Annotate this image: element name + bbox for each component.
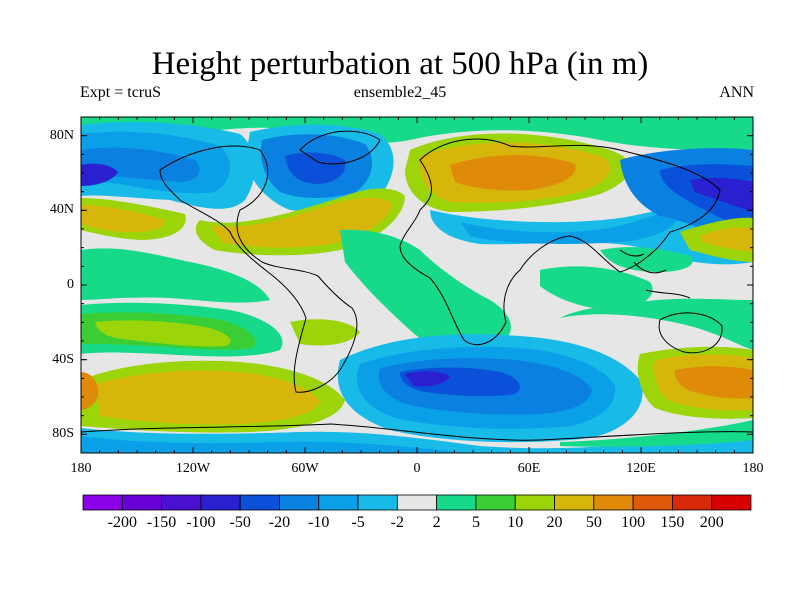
experiment-label: Expt = tcruS bbox=[80, 84, 162, 101]
field-region bbox=[95, 320, 231, 347]
americas-coast bbox=[159, 145, 358, 393]
colorbar-label: -150 bbox=[146, 514, 177, 531]
colorbar-box bbox=[514, 494, 555, 511]
field-region bbox=[81, 205, 165, 233]
field-region bbox=[560, 298, 753, 350]
colorbar-box bbox=[436, 494, 477, 511]
colorbar bbox=[82, 494, 752, 511]
field-region bbox=[81, 436, 460, 453]
ensemble-label: ensemble2_45 bbox=[353, 84, 447, 101]
antarctica-coast bbox=[81, 423, 753, 441]
colorbar-box bbox=[593, 494, 634, 511]
field-region bbox=[540, 266, 653, 310]
field-region bbox=[560, 420, 753, 447]
field-region bbox=[81, 372, 99, 410]
lat-label: 0 bbox=[67, 277, 74, 292]
field-region bbox=[340, 229, 511, 353]
colorbar-box bbox=[239, 494, 280, 511]
colorbar-label: 20 bbox=[546, 514, 563, 531]
colorbar-label: 10 bbox=[507, 514, 524, 531]
plot-title: Height perturbation at 500 hPa (in m) bbox=[151, 46, 649, 82]
islands-coast bbox=[619, 249, 691, 299]
colorbar-box bbox=[200, 494, 241, 511]
eurasia-africa-coast bbox=[399, 138, 721, 345]
colorbar-box bbox=[82, 494, 123, 511]
field-region bbox=[95, 370, 320, 425]
colorbar-label: -200 bbox=[107, 514, 137, 531]
greenland-coast bbox=[299, 130, 381, 165]
field-region bbox=[81, 248, 270, 303]
colorbar-label: 150 bbox=[660, 514, 685, 531]
coastlines bbox=[81, 130, 753, 441]
colorbar-box bbox=[711, 494, 752, 511]
colorbar-box bbox=[121, 494, 162, 511]
lat-label: 80N bbox=[49, 127, 74, 143]
colorbar-box bbox=[632, 494, 673, 511]
colorbar-box bbox=[396, 494, 438, 511]
colorbar-box bbox=[672, 494, 713, 511]
field-region bbox=[285, 152, 346, 184]
lon-label: 120W bbox=[175, 461, 211, 476]
field-region bbox=[81, 163, 118, 186]
field-region bbox=[690, 177, 753, 212]
lon-label: 180 bbox=[70, 461, 92, 476]
field-region bbox=[600, 247, 693, 272]
lat-label: 40N bbox=[49, 202, 74, 218]
season-label: ANN bbox=[719, 84, 754, 101]
axis-ticks bbox=[80, 116, 754, 454]
colorbar-label: -2 bbox=[390, 514, 404, 531]
lon-label: 60W bbox=[291, 461, 319, 476]
colorbar-label: -100 bbox=[186, 514, 216, 531]
colorbar-label: 50 bbox=[585, 514, 602, 531]
australia-coast bbox=[658, 312, 723, 354]
colorbar-label: -50 bbox=[229, 514, 251, 531]
colorbar-box bbox=[318, 494, 359, 511]
lon-label: 180 bbox=[742, 461, 764, 476]
lon-label: 60E bbox=[517, 461, 541, 476]
lon-label: 0 bbox=[413, 461, 421, 476]
field-region bbox=[405, 371, 450, 387]
field-region bbox=[81, 117, 753, 152]
field-region bbox=[450, 155, 576, 191]
colorbar-box bbox=[279, 494, 320, 511]
lon-label: 120E bbox=[626, 461, 656, 476]
field-region bbox=[674, 366, 753, 399]
colorbar-label: 100 bbox=[621, 514, 646, 531]
colorbar-label: -10 bbox=[308, 514, 330, 531]
field-region bbox=[460, 211, 680, 244]
colorbar-box bbox=[554, 494, 595, 511]
colorbar-label: 5 bbox=[471, 514, 480, 531]
field-region bbox=[700, 227, 753, 252]
contour-field bbox=[81, 117, 753, 453]
colorbar-label: 2 bbox=[432, 514, 441, 531]
colorbar-label: 200 bbox=[699, 514, 724, 531]
colorbar-box bbox=[357, 494, 398, 511]
colorbar-box bbox=[161, 494, 202, 511]
field-region bbox=[290, 319, 360, 346]
colorbar-label: -5 bbox=[351, 514, 365, 531]
colorbar-label: -20 bbox=[268, 514, 291, 531]
colorbar-box bbox=[475, 494, 516, 511]
lat-label: 80S bbox=[52, 426, 74, 442]
lat-label: 40S bbox=[52, 351, 74, 367]
